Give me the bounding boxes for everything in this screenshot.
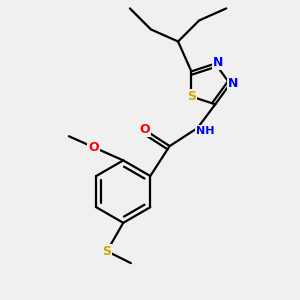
Text: O: O (139, 123, 150, 136)
Text: N: N (228, 77, 238, 90)
Text: S: S (103, 245, 112, 258)
Text: S: S (187, 90, 196, 103)
Text: NH: NH (196, 126, 214, 136)
Text: O: O (88, 141, 99, 154)
Text: N: N (213, 56, 224, 69)
